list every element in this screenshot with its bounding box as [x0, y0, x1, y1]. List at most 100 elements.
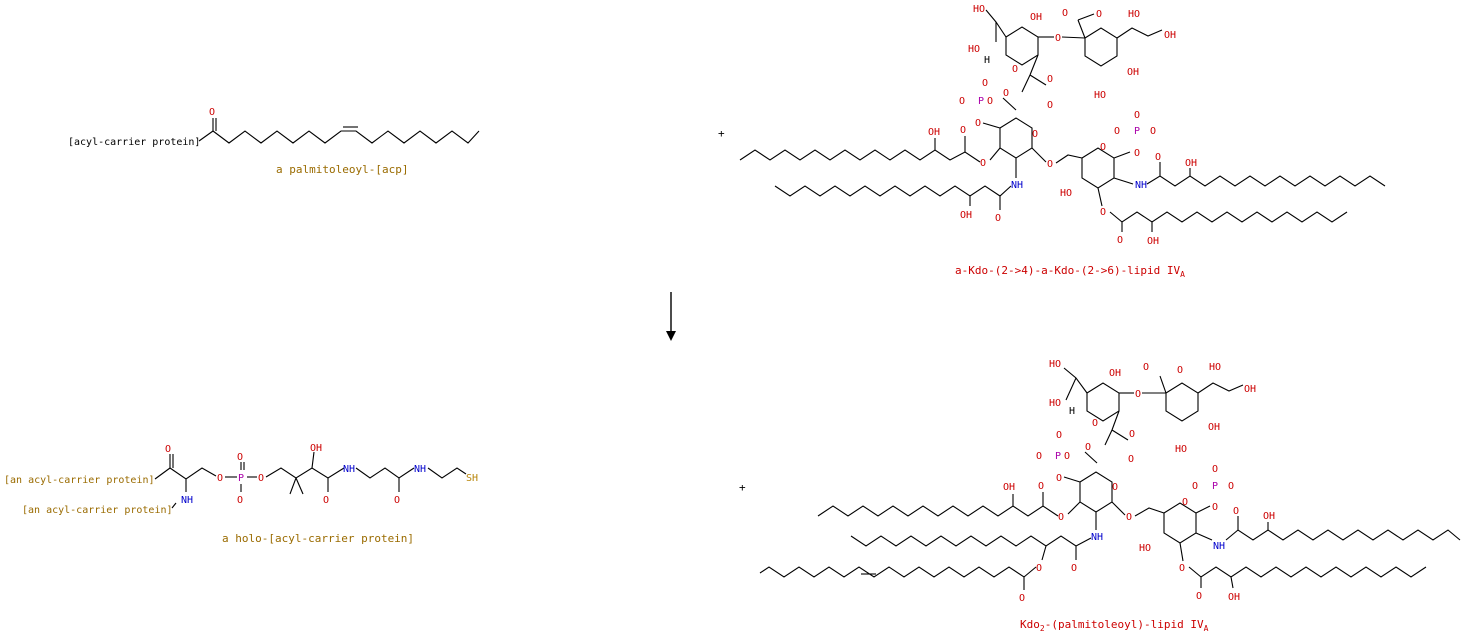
kdo2-carboxyl-o: O	[1096, 9, 1102, 20]
p-kdo1-carboxyl-o: O	[1129, 429, 1135, 440]
phos1-o-link: O	[975, 118, 981, 129]
p-phos1-ominus-left: O	[1036, 451, 1042, 462]
p-kdo-glc-link-o: O	[1085, 442, 1091, 453]
kdo2-oh-3: OH	[1127, 67, 1139, 78]
p-glc1-nh: NH	[1091, 532, 1103, 543]
kdo1-ring-oxygen: O	[1012, 64, 1018, 75]
kdo1-oh-top: HO	[973, 4, 985, 15]
p-kdo2-oh-4: HO	[1175, 444, 1187, 455]
glc2-oh: HO	[1060, 188, 1072, 199]
kdo2-lipid-iva-label: a-Kdo-(2->4)-a-Kdo-(2->6)-lipid IVA	[955, 264, 1185, 279]
kdo1-oh-ring: OH	[1030, 12, 1042, 23]
holo-p-oeq: O	[237, 452, 243, 463]
p-phos2-ominus-right: O	[1228, 481, 1234, 492]
acp-group-label: [acyl-carrier protein]	[68, 137, 200, 148]
palmitoleoyl-acp-structure: [acyl-carrier protein] O	[68, 107, 480, 148]
kdo1-h: H	[984, 55, 990, 66]
p-kdo2-carboxyl-o: O	[1177, 365, 1183, 376]
phos1-oeq: O	[987, 96, 993, 107]
holo-nh1: NH	[343, 464, 355, 475]
palmitoleoyl-acp-label: a palmitoleoyl-[acp]	[276, 163, 408, 176]
amide1-oh: OH	[960, 210, 972, 221]
kdo-link-oxygen: O	[1055, 33, 1061, 44]
phos1-p: P	[978, 96, 984, 107]
kdo1-oh-side: HO	[968, 44, 980, 55]
holo-o-link1: O	[217, 473, 223, 484]
holo-acp-structure: [an acyl-carrier protein] [an acyl-carri…	[4, 443, 478, 516]
glc-link-o: O	[1047, 159, 1053, 170]
kdo2-oh-1: HO	[1128, 9, 1140, 20]
plus-sign-products: +	[739, 481, 746, 494]
kdo2-oh-4: HO	[1094, 90, 1106, 101]
p-kdo1-carboxyl-ominus: O	[1128, 454, 1134, 465]
p-phos1-p: P	[1055, 451, 1061, 462]
product2-label-part2: -(palmitoleoyl)-lipid IV	[1045, 618, 1204, 631]
p-kdo2-oh-3: OH	[1208, 422, 1220, 433]
kdo2-lipid-iva-label-sub: A	[1180, 270, 1185, 279]
amide2-oh: OH	[1185, 158, 1197, 169]
holo-carbonyl-o: O	[165, 444, 171, 455]
glc2-nh: NH	[1135, 180, 1147, 191]
p-kdo1-oh-ring: OH	[1109, 368, 1121, 379]
p-kdo2-oh-2: OH	[1244, 384, 1256, 395]
phos2-p: P	[1134, 126, 1140, 137]
p-amide2-o: O	[1233, 506, 1239, 517]
kdo2-carboxyl-ominus: O	[1062, 8, 1068, 19]
kdo2-palmitoleoyl-lipid-iva-structure: O HO HO H OH O O O O O HO OH OH HO O O O…	[759, 359, 1461, 604]
p-glc2-nh: NH	[1213, 541, 1225, 552]
phos2-ominus-right: O	[1150, 126, 1156, 137]
carbonyl-oxygen: O	[209, 107, 215, 118]
p-chain1-oh: OH	[1003, 482, 1015, 493]
ester2-o: O	[1117, 235, 1123, 246]
p-phos2-p: P	[1212, 481, 1218, 492]
p-chain1-carbonyl-o: O	[1038, 481, 1044, 492]
holo-o-link2: O	[258, 473, 264, 484]
kdo-glc-link-o: O	[1003, 88, 1009, 99]
holo-nh: NH	[181, 495, 193, 506]
p-kdo1-oh-side: HO	[1049, 398, 1061, 409]
p-ester2-o: O	[1196, 591, 1202, 602]
p-glc1-ring-o: O	[1112, 482, 1118, 493]
product2-label-sub1: 2	[1040, 624, 1045, 633]
phos2-ominus-left: O	[1114, 126, 1120, 137]
chain1-oh: OH	[928, 127, 940, 138]
kdo1-carboxyl-o: O	[1047, 74, 1053, 85]
glc1-o-ester: O	[980, 158, 986, 169]
holo-amide2-o: O	[394, 495, 400, 506]
p-kdo2-oh-1: HO	[1209, 362, 1221, 373]
product2-label-sub2: A	[1204, 624, 1209, 633]
p-kdo1-oh-top: HO	[1049, 359, 1061, 370]
amide1-o: O	[995, 213, 1001, 224]
glc1-ring-o: O	[1032, 129, 1038, 140]
holo-nh2: NH	[414, 464, 426, 475]
p-phos1-o-link: O	[1056, 473, 1062, 484]
p-glc2-ring-o: O	[1182, 497, 1188, 508]
amide2-o: O	[1155, 152, 1161, 163]
reaction-arrow	[666, 292, 676, 341]
kdo2-lipid-iva-label-main: a-Kdo-(2->4)-a-Kdo-(2->6)-lipid IV	[955, 264, 1181, 277]
p-glc2-oh: HO	[1139, 543, 1151, 554]
holo-p: P	[238, 473, 244, 484]
phos2-o-link: O	[1134, 148, 1140, 159]
chain1-carbonyl-o: O	[960, 125, 966, 136]
glc1-nh: NH	[1011, 180, 1023, 191]
p-kdo-link-o: O	[1135, 389, 1141, 400]
kdo2-lipid-iva-structure: O HO HO H OH O O O O O HO OH OH HO O O O…	[739, 4, 1386, 247]
phos1-ominus-top: O	[982, 78, 988, 89]
kdo2-oh-2: OH	[1164, 30, 1176, 41]
p-glc2-o-ester: O	[1179, 563, 1185, 574]
p-phos1-oeq: O	[1064, 451, 1070, 462]
p-kdo1-ring-o: O	[1092, 418, 1098, 429]
holo-acp-label: a holo-[acyl-carrier protein]	[222, 532, 414, 545]
holo-sh: SH	[466, 473, 478, 484]
holo-acp-group-upper: [an acyl-carrier protein]	[4, 475, 155, 486]
holo-amide1-o: O	[323, 495, 329, 506]
p-palm-carbonyl-o: O	[1019, 593, 1025, 604]
p-glc-link-o: O	[1126, 512, 1132, 523]
product2-label-part1: Kdo	[1020, 618, 1040, 631]
glc2-o-ester: O	[1100, 207, 1106, 218]
p-amide1-o: O	[1071, 563, 1077, 574]
p-kdo2-carboxyl-ominus: O	[1143, 362, 1149, 373]
kdo1-carboxyl-ominus: O	[1047, 100, 1053, 111]
